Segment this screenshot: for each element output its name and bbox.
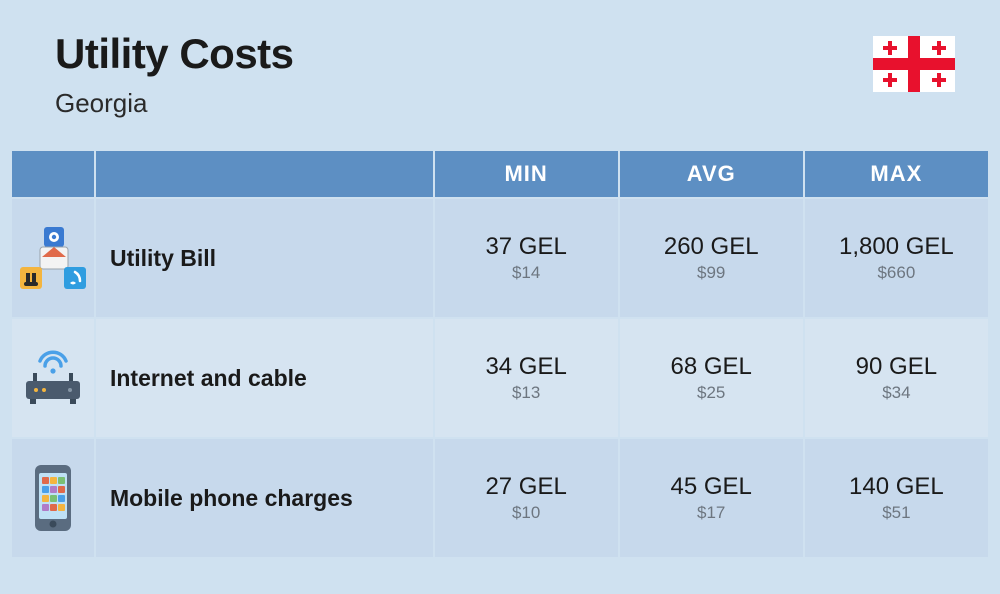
phone-icon [19,464,87,532]
value-primary: 140 GEL [805,473,988,501]
value-primary: 45 GEL [620,473,803,501]
value-secondary: $660 [805,263,988,283]
col-header-min: MIN [435,151,618,197]
row-icon-cell [12,319,94,437]
value-secondary: $34 [805,383,988,403]
value-secondary: $17 [620,503,803,523]
value-secondary: $51 [805,503,988,523]
cell-min: 37 GEL $14 [435,199,618,317]
value-primary: 260 GEL [620,233,803,261]
col-header-avg: AVG [620,151,803,197]
value-primary: 27 GEL [435,473,618,501]
value-secondary: $25 [620,383,803,403]
value-secondary: $13 [435,383,618,403]
value-primary: 90 GEL [805,353,988,381]
col-header-label [96,151,433,197]
row-icon-cell [12,439,94,557]
row-label: Internet and cable [96,319,433,437]
row-label: Mobile phone charges [96,439,433,557]
value-primary: 37 GEL [435,233,618,261]
page-title: Utility Costs [55,30,294,78]
value-secondary: $10 [435,503,618,523]
router-icon [19,344,87,412]
table-header-row: MIN AVG MAX [12,151,988,197]
utility-icon [19,224,87,292]
value-secondary: $99 [620,263,803,283]
cell-min: 34 GEL $13 [435,319,618,437]
cell-max: 1,800 GEL $660 [805,199,988,317]
cell-min: 27 GEL $10 [435,439,618,557]
table-row: Internet and cable 34 GEL $13 68 GEL $25… [12,319,988,437]
costs-table: MIN AVG MAX [10,149,990,559]
value-secondary: $14 [435,263,618,283]
table-row: Mobile phone charges 27 GEL $10 45 GEL $… [12,439,988,557]
cell-avg: 68 GEL $25 [620,319,803,437]
title-block: Utility Costs Georgia [55,30,294,119]
cell-avg: 45 GEL $17 [620,439,803,557]
cell-max: 140 GEL $51 [805,439,988,557]
page-subtitle: Georgia [55,88,294,119]
col-header-icon [12,151,94,197]
col-header-max: MAX [805,151,988,197]
row-label: Utility Bill [96,199,433,317]
cell-avg: 260 GEL $99 [620,199,803,317]
value-primary: 68 GEL [620,353,803,381]
header: Utility Costs Georgia [0,0,1000,149]
cell-max: 90 GEL $34 [805,319,988,437]
georgia-flag-icon [873,36,955,92]
table-row: Utility Bill 37 GEL $14 260 GEL $99 1,80… [12,199,988,317]
value-primary: 34 GEL [435,353,618,381]
value-primary: 1,800 GEL [805,233,988,261]
row-icon-cell [12,199,94,317]
